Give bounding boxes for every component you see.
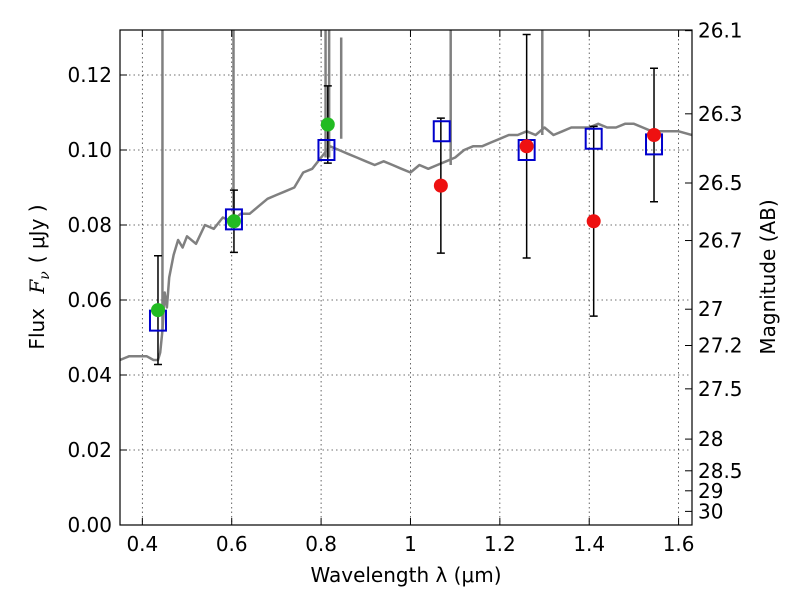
model-photometry-square xyxy=(224,208,243,231)
nir-detection-point xyxy=(519,139,534,154)
y-axis-label-prefix: Flux xyxy=(25,308,49,350)
y2-tick-label: 27.5 xyxy=(698,377,743,401)
x-tick-label: 1 xyxy=(404,532,417,556)
y-tick-label: 0.10 xyxy=(67,138,112,162)
data-layer xyxy=(120,30,692,366)
y-tick-label: 0.08 xyxy=(67,213,112,237)
y-axis-label: Flux Fν ( μJy ) xyxy=(25,204,53,349)
x-tick-label: 1.6 xyxy=(663,532,695,556)
x-tick-label: 0.6 xyxy=(216,532,248,556)
optical-detection-point xyxy=(320,117,335,132)
plot-frame xyxy=(119,29,693,526)
y2-tick-label: 27.2 xyxy=(698,334,743,358)
y2-tick-label: 29 xyxy=(698,479,723,503)
y-tick-label: 0.06 xyxy=(67,288,112,312)
x-axis-label: Wavelength λ (μm) xyxy=(310,563,501,587)
x-tick-label: 1.2 xyxy=(484,532,516,556)
y-axis-label-symbol: F xyxy=(25,279,49,295)
svg-text:Flux Fν( μJy ): Flux Fν ( μJy ) xyxy=(25,204,53,349)
y2-tick-label: 27 xyxy=(698,297,723,321)
y-axis-label-subscript: ν xyxy=(37,271,53,280)
x-tick-label: 0.4 xyxy=(126,532,158,556)
y2-tick-label: 28.5 xyxy=(698,459,743,483)
y-tick-label: 0.12 xyxy=(67,63,112,87)
nir-detection-point xyxy=(647,128,662,142)
y-tick-label: 0.02 xyxy=(67,438,112,462)
sed-template-line xyxy=(120,122,692,362)
y2-tick-label: 28 xyxy=(698,427,723,451)
y2-tick-label: 26.3 xyxy=(698,102,743,126)
y-tick-label: 0.00 xyxy=(67,513,112,537)
optical-detection-point xyxy=(226,214,241,229)
model-photometry-square xyxy=(432,120,451,143)
plot-area xyxy=(120,30,692,366)
tick-layer: 0.4 0.6 0.8 1 1.2 1.4 1.6 0.00 0.02 0.04 0.06 0.08 0… xyxy=(67,19,742,556)
optical-detection-point xyxy=(150,303,165,318)
nir-detection-point xyxy=(586,214,601,229)
x-tick-label: 1.4 xyxy=(573,532,605,556)
x-tick-label: 0.8 xyxy=(305,532,337,556)
nir-detection-point xyxy=(433,178,448,193)
model-photometry-square xyxy=(317,139,336,161)
y-tick-label: 0.04 xyxy=(67,363,112,387)
y2-tick-label: 26.1 xyxy=(698,19,743,43)
y2-tick-label: 26.7 xyxy=(698,229,743,253)
y2-tick-label: 30 xyxy=(698,499,723,523)
y2-tick-label: 26.5 xyxy=(698,171,743,195)
y2-axis-label: Magnitude (AB) xyxy=(756,199,780,354)
y-axis-label-units: ( μJy ) xyxy=(25,204,49,263)
model-photometry-square xyxy=(584,127,603,150)
